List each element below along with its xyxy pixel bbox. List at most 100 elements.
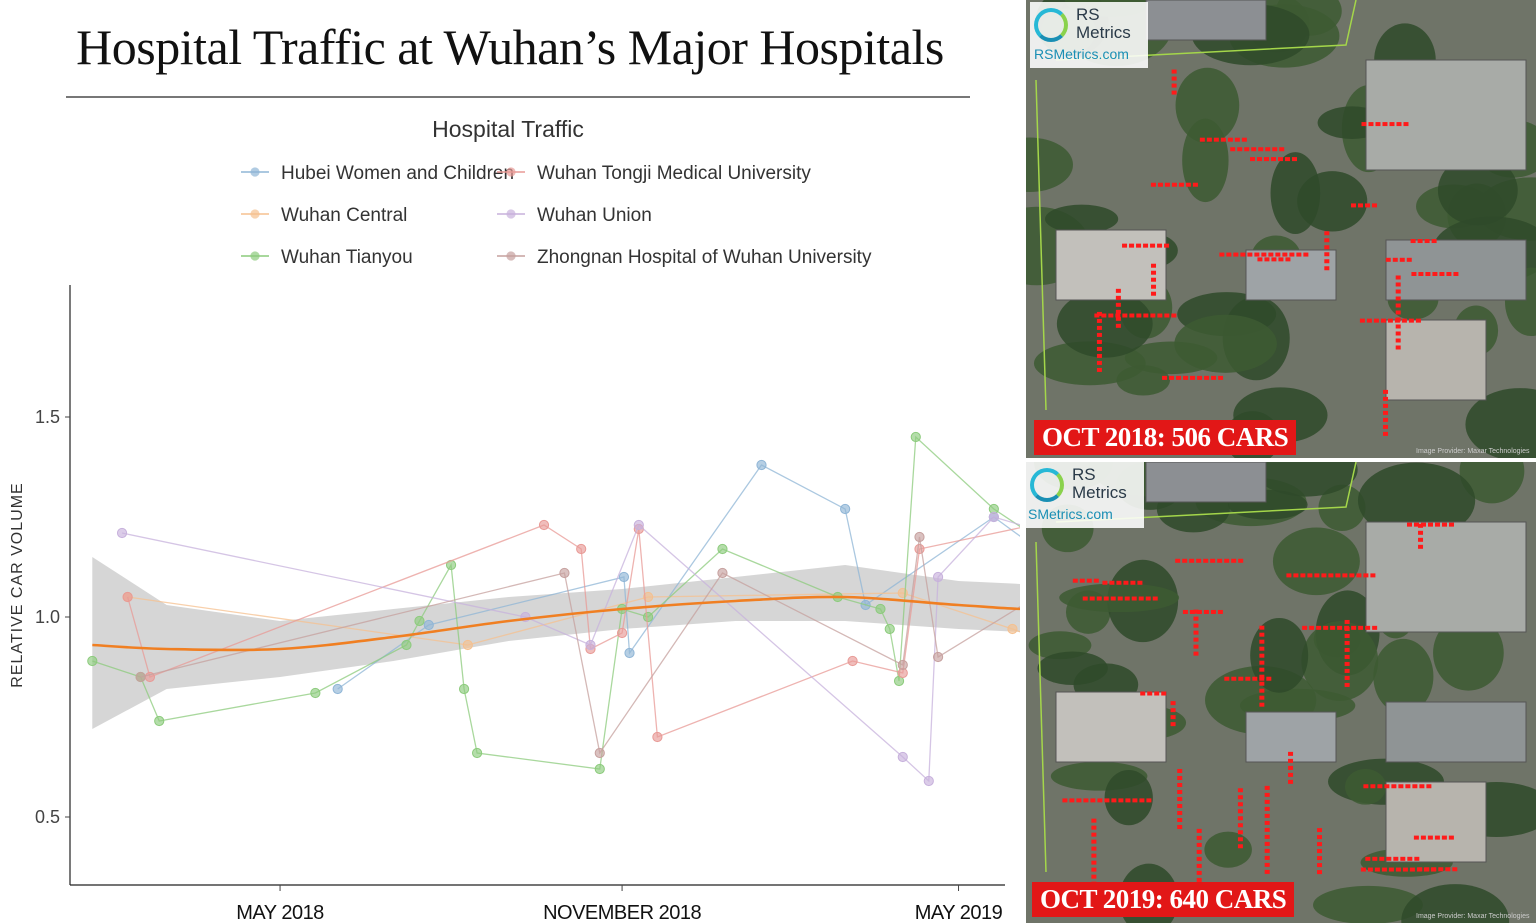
detected-car	[1259, 676, 1265, 681]
detected-car	[1096, 318, 1102, 323]
detected-car	[1407, 856, 1413, 861]
detected-car	[1402, 867, 1408, 872]
detected-car	[1324, 259, 1330, 264]
detected-car	[1237, 795, 1243, 800]
detected-car	[1206, 137, 1212, 142]
detected-car	[1196, 609, 1202, 614]
detected-car	[1150, 243, 1156, 248]
detected-car	[1237, 788, 1243, 793]
detected-car	[1115, 323, 1121, 328]
detected-car	[1247, 252, 1253, 257]
tree-canopy	[1116, 365, 1170, 396]
detected-car	[1097, 798, 1103, 803]
data-point	[923, 775, 934, 787]
detected-car	[1372, 856, 1378, 861]
detected-car	[1259, 695, 1265, 700]
detected-car	[1350, 203, 1356, 208]
legend-marker	[506, 251, 516, 261]
detected-car	[1079, 578, 1085, 583]
detected-car	[1227, 137, 1233, 142]
detected-car	[1317, 863, 1323, 868]
detected-car	[1302, 625, 1308, 630]
detected-car	[1286, 573, 1292, 578]
data-point	[910, 431, 921, 443]
detected-car	[1151, 277, 1157, 282]
detected-car	[1403, 122, 1409, 127]
detected-car	[1296, 252, 1302, 257]
detected-car	[1146, 798, 1152, 803]
detected-car	[1425, 271, 1431, 276]
detected-car	[1129, 243, 1135, 248]
detected-car	[1452, 867, 1458, 872]
y-tick-label: 1.5	[35, 407, 60, 427]
data-point	[310, 687, 321, 699]
legend-item: Zhongnan Hospital of Wuhan University	[497, 247, 872, 268]
detected-car	[1190, 375, 1196, 380]
detected-car	[1264, 792, 1270, 797]
legend-label: Wuhan Central	[281, 205, 407, 226]
detected-car	[1231, 676, 1237, 681]
detected-car	[1237, 816, 1243, 821]
legend-item: Wuhan Tongji Medical University	[497, 163, 811, 184]
detected-car	[1351, 625, 1357, 630]
detected-car	[1414, 856, 1420, 861]
detected-car	[1396, 122, 1402, 127]
tree-canopy	[1433, 615, 1504, 691]
satellite-image-oct-2018: RS Metrics RSMetrics.com OCT 2018: 506 C…	[1026, 0, 1536, 458]
detected-car	[1091, 839, 1097, 844]
tree-canopy	[1357, 462, 1476, 539]
detected-car	[1259, 674, 1265, 679]
x-tick-label: MAY 2019	[915, 902, 1003, 923]
detected-car	[1170, 708, 1176, 713]
data-point	[576, 543, 587, 555]
data-point	[594, 763, 605, 775]
tree-canopy	[1045, 204, 1119, 234]
detected-car	[1237, 802, 1243, 807]
detected-car	[1401, 318, 1407, 323]
detected-car	[1392, 257, 1398, 262]
detected-car	[1288, 772, 1294, 777]
detected-car	[1237, 809, 1243, 814]
detected-car	[1177, 769, 1183, 774]
detected-car	[1271, 257, 1277, 262]
detected-car	[1303, 252, 1309, 257]
building	[1365, 59, 1527, 171]
detected-car	[1218, 375, 1224, 380]
building	[1385, 701, 1527, 763]
building	[1385, 319, 1487, 401]
rs-metrics-logo: RS Metrics RSMetrics.com	[1030, 2, 1148, 68]
detected-car	[1259, 646, 1265, 651]
series-line	[140, 536, 1020, 755]
rs-metrics-logo: RS Metrics SMetrics.com	[1026, 462, 1144, 528]
detected-car	[1277, 157, 1283, 162]
data-point	[135, 671, 146, 683]
tree-canopy	[1204, 831, 1252, 868]
detected-car	[1125, 798, 1131, 803]
detected-car	[1384, 784, 1390, 789]
detected-car	[1136, 243, 1142, 248]
detected-car	[1293, 573, 1299, 578]
detected-car	[1157, 313, 1163, 318]
data-point	[423, 619, 434, 631]
detected-car	[1418, 537, 1424, 542]
detected-car	[1363, 573, 1369, 578]
data-point	[87, 655, 98, 667]
detected-car	[1169, 375, 1175, 380]
detected-car	[1210, 609, 1216, 614]
detected-car	[1270, 157, 1276, 162]
property-boundary	[1055, 462, 1357, 523]
detected-car	[1381, 867, 1387, 872]
detected-car	[1240, 252, 1246, 257]
detected-car	[1356, 573, 1362, 578]
detected-car	[1349, 573, 1355, 578]
detected-car	[1307, 573, 1313, 578]
detected-car	[1233, 252, 1239, 257]
detected-car	[1104, 798, 1110, 803]
detected-car	[1220, 137, 1226, 142]
detected-car	[1096, 360, 1102, 365]
detected-car	[1317, 870, 1323, 875]
legend-marker	[250, 251, 260, 261]
detected-car	[1317, 849, 1323, 854]
detected-car	[1418, 530, 1424, 535]
detected-car	[1103, 596, 1109, 601]
